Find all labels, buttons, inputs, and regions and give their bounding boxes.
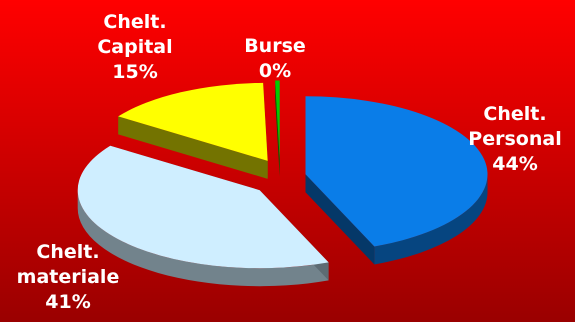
- slice-wall-0-1: [305, 174, 375, 265]
- label-burse: Burse 0%: [244, 35, 306, 82]
- label-chelt-capital: Chelt. Capital 15%: [97, 11, 173, 83]
- pie-slice-chelt-personal: [305, 96, 488, 247]
- pie-slice-chelt-materiale: [77, 145, 329, 269]
- pie-slices: [77, 80, 488, 287]
- slice-side-1: [77, 190, 329, 287]
- label-chelt-personal: Chelt. Personal 44%: [468, 103, 562, 175]
- slice-wall-3-0: [275, 80, 280, 177]
- label-chelt-materiale: Chelt. materiale 41%: [16, 241, 120, 313]
- pie-slice-burse: [275, 80, 280, 159]
- pie-slice-chelt-capital: [118, 82, 268, 161]
- slice-side-0: [374, 174, 488, 265]
- slice-wall-2-0: [118, 116, 268, 179]
